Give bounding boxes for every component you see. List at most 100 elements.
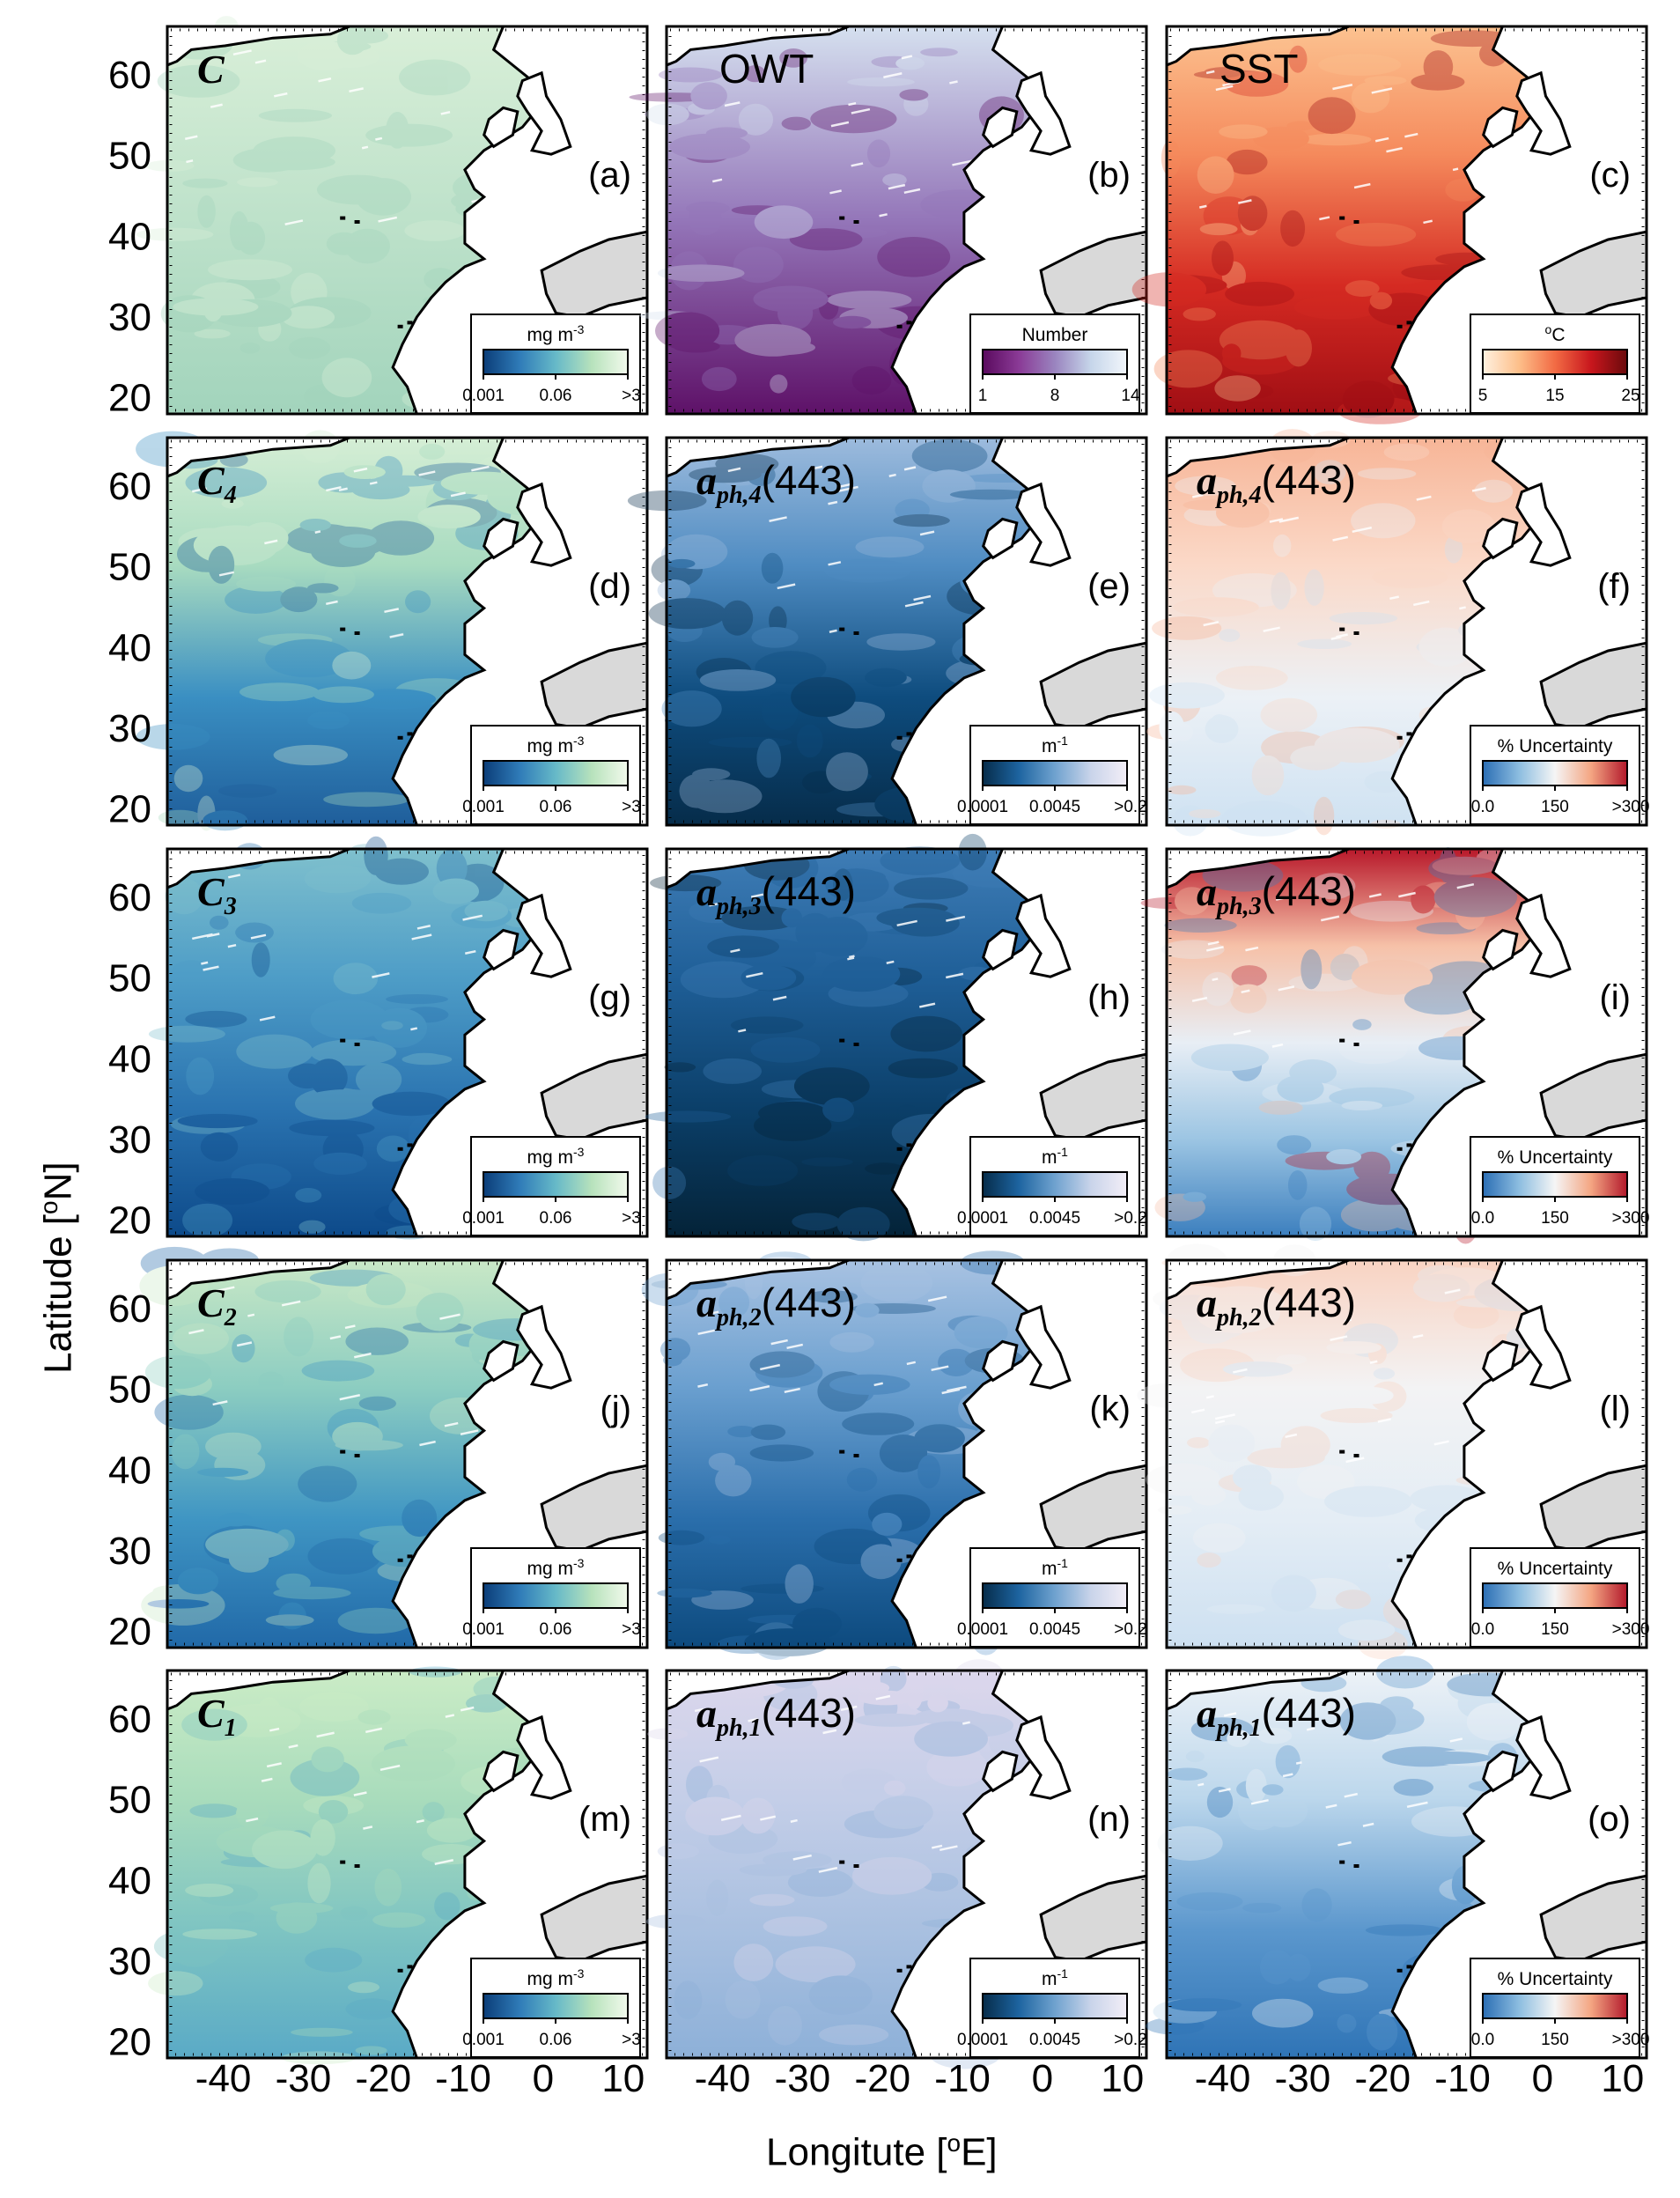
x-tick-label: -10 (1434, 2057, 1491, 2100)
texture-patch (629, 92, 718, 102)
texture-patch (208, 259, 292, 281)
texture-patch (265, 1614, 314, 1626)
map-panel-g: C3 (g) mg m-3 0.001 0.06 >3 (148, 836, 649, 1240)
gap-streak (192, 487, 208, 493)
island-marker (1339, 1038, 1345, 1043)
texture-patch (721, 905, 800, 931)
panel-label: aph,1(443) (696, 1690, 856, 1742)
colorbar-tick-label: 0.06 (540, 2031, 572, 2049)
gap-streak (851, 107, 871, 114)
y-tick-label: 20 (108, 788, 151, 831)
texture-patch (668, 558, 696, 569)
panel-label-sub: ph,3 (1215, 893, 1262, 920)
colorbar-tick-label: 0.0001 (957, 2031, 1008, 2049)
gap-streak (338, 487, 348, 492)
texture-patch (685, 201, 731, 216)
texture-patch (785, 1564, 814, 1604)
texture-patch (182, 1929, 258, 1940)
texture-patch (731, 939, 817, 977)
panel-frame (1165, 1258, 1648, 1649)
texture-patch (657, 579, 691, 601)
panel-label-main: OWT (719, 46, 814, 92)
gap-streak (203, 965, 219, 971)
texture-patch (348, 1981, 379, 1994)
texture-patch (822, 1097, 855, 1123)
gap-streak (206, 933, 220, 938)
y-tick-label: 30 (108, 296, 151, 339)
texture-patch (914, 1424, 965, 1453)
texture-patch (660, 540, 704, 570)
texture-patch (181, 1708, 247, 1741)
texture-patch (1439, 847, 1457, 884)
panel-frame (665, 436, 1148, 827)
texture-patch (1277, 1135, 1312, 1155)
texture-patch (802, 771, 839, 794)
panel-label-main: C (197, 869, 225, 914)
texture-patch (313, 1152, 367, 1175)
colorbar-unit-sup: -3 (573, 1145, 585, 1159)
texture-patch (1183, 499, 1236, 511)
map-panel-j: C2 (j) mg m-3 0.001 0.06 >3 (139, 1246, 649, 1649)
texture-patch (367, 520, 435, 556)
colorbar-tick-label: >0.2 (1114, 798, 1147, 816)
y-tick-label: 60 (108, 465, 151, 508)
gap-streak (379, 1764, 401, 1772)
colorbar-tick-label: >0.2 (1114, 2031, 1147, 2049)
data-gaps (1191, 1288, 1461, 1464)
gap-streak (411, 933, 432, 940)
texture-patch (1222, 347, 1298, 375)
texture-patch (863, 1690, 898, 1726)
gap-streak (709, 903, 718, 907)
texture-patch (1383, 443, 1430, 461)
texture-patch (172, 1372, 212, 1397)
land-iberia (1539, 1464, 1648, 1553)
gap-streak (848, 101, 857, 107)
gap-streak (838, 485, 858, 492)
texture-patch (466, 1694, 508, 1713)
texture-patch (1256, 1728, 1293, 1744)
texture-patch (1285, 1151, 1365, 1170)
texture-patch (1273, 534, 1292, 557)
texture-patch (1404, 983, 1479, 1015)
texture-patch (157, 64, 240, 98)
texture-patch (1203, 196, 1255, 236)
texture-patch (417, 505, 481, 529)
texture-patch (1448, 1673, 1481, 1701)
island-marker (407, 1554, 413, 1559)
colorbar-tick-label: 0.06 (540, 387, 572, 405)
gap-streak (1369, 1360, 1378, 1364)
gap-streak (883, 72, 903, 78)
texture-patch (1343, 1323, 1399, 1358)
texture-patch (405, 590, 431, 614)
y-tick-label: 20 (108, 2021, 151, 2064)
land-ireland (982, 517, 1019, 560)
texture-patch (426, 1818, 477, 1843)
texture-patch (814, 1528, 892, 1565)
texture-patch (1157, 1505, 1192, 1515)
texture-patch (873, 967, 923, 986)
texture-patch (343, 465, 386, 479)
gap-streak (465, 949, 476, 955)
x-tick-label: 0 (533, 2057, 554, 2100)
island-marker (340, 627, 346, 631)
texture-patch (1251, 755, 1285, 796)
texture-patch (750, 327, 796, 344)
texture-patch (1260, 1950, 1294, 1985)
texture-patch (796, 724, 823, 758)
texture-patch (344, 228, 390, 264)
gap-streak (919, 530, 935, 536)
panel-label: C3 (197, 869, 237, 920)
texture-patch (841, 1768, 896, 1796)
texture-patch (836, 1206, 890, 1242)
texture-patch (696, 658, 752, 686)
x-tick-label: -40 (695, 2057, 751, 2100)
x-tick-label: -10 (934, 2057, 991, 2100)
texture-patch (1252, 1998, 1314, 2028)
colorbar-tick-label: 0.0045 (1029, 1620, 1080, 1639)
texture-patch (827, 701, 885, 729)
texture-patch (1318, 54, 1402, 76)
colorbar-unit-sup: -3 (573, 1966, 585, 1980)
land-iberia (1039, 230, 1148, 319)
texture-patch (1277, 1074, 1324, 1103)
island-marker (1406, 1554, 1412, 1559)
